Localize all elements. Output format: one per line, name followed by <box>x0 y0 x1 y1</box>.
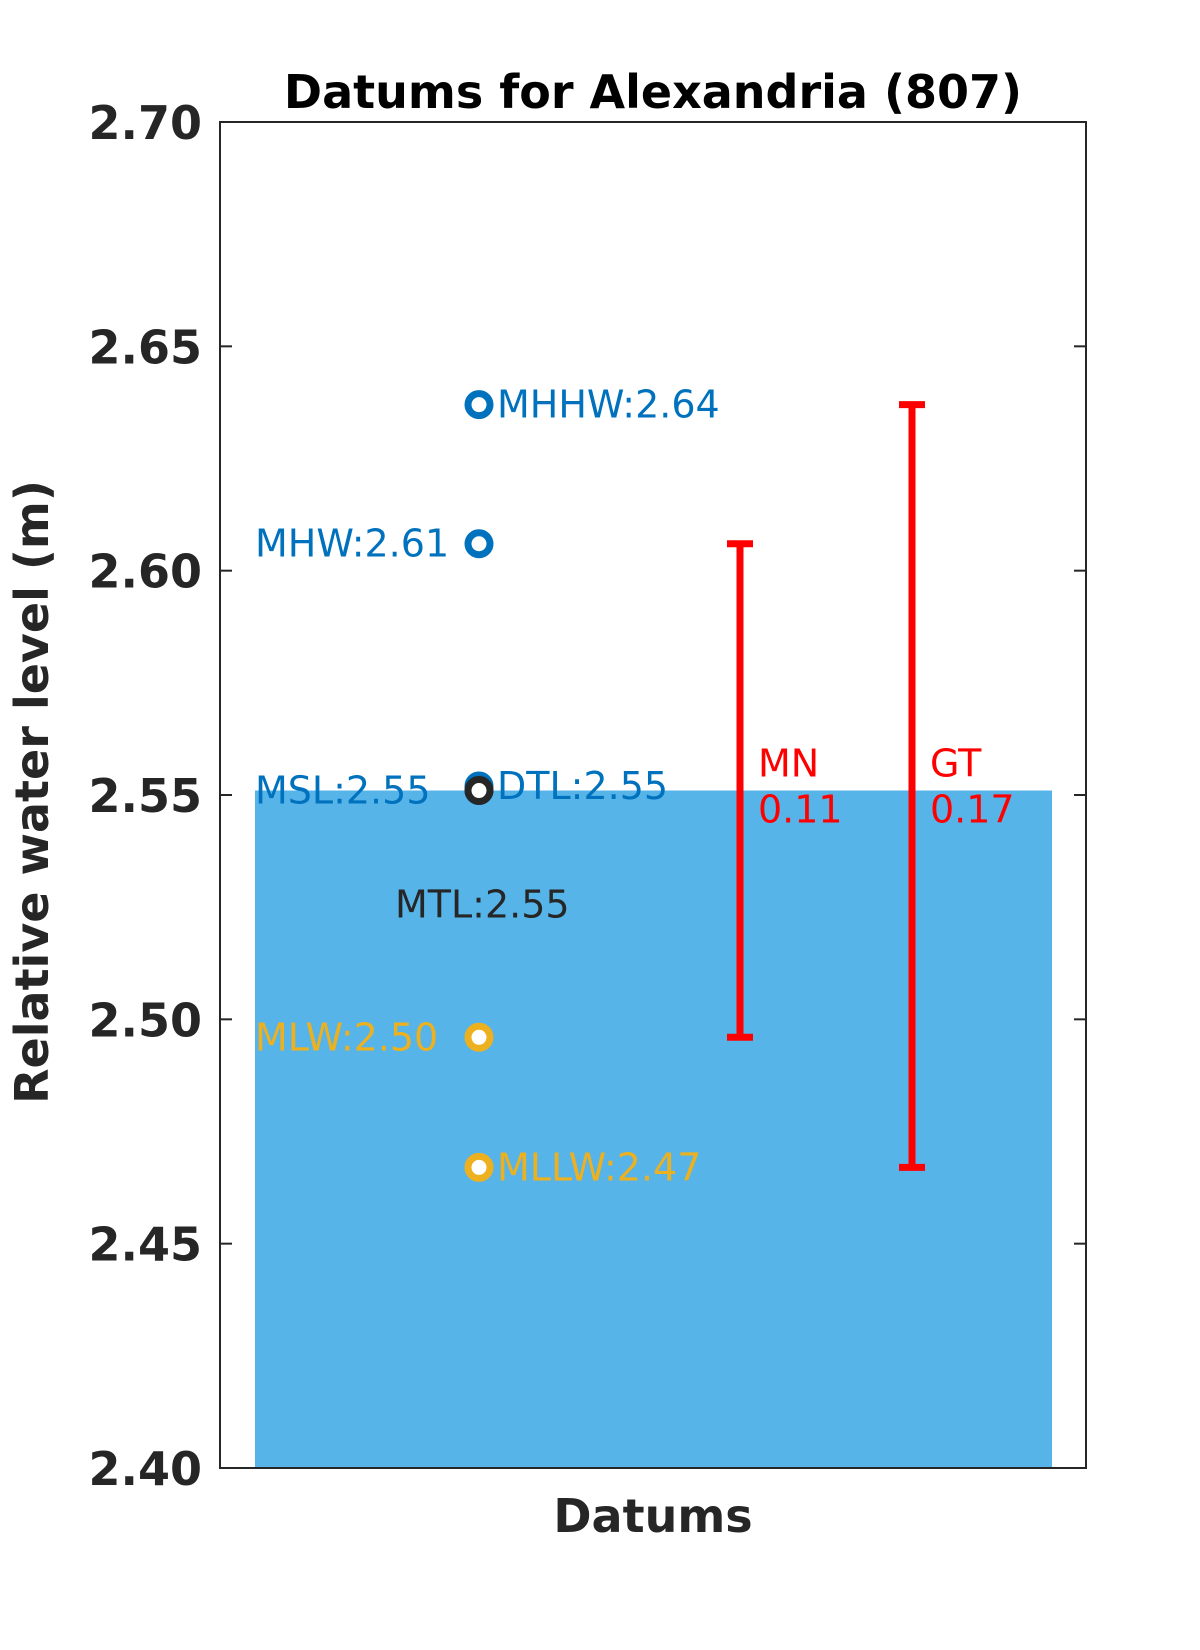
mllw-label: MLLW:2.47 <box>497 1145 701 1189</box>
y-tick-label: 2.60 <box>89 545 203 599</box>
mhw-marker <box>464 529 494 559</box>
mlw-label: MLW:2.50 <box>255 1015 438 1059</box>
y-tick-label: 2.65 <box>89 320 203 374</box>
y-tick-label: 2.40 <box>89 1442 203 1496</box>
mhhw-label: MHHW:2.64 <box>497 383 720 427</box>
y-tick-label: 2.55 <box>89 769 203 823</box>
gt-range-name: GT <box>930 742 982 786</box>
mtl-marker <box>464 776 494 806</box>
x-axis-label: Datums <box>553 1489 752 1543</box>
y-tick-label: 2.70 <box>89 96 203 150</box>
y-tick-label: 2.50 <box>89 993 203 1047</box>
plot-area: 2.40 2.45 2.50 2.55 2.60 2.65 2.70 MN0.11 GT0.17… <box>89 96 1087 1496</box>
water-level-bar <box>255 790 1052 1468</box>
mhw-label: MHW:2.61 <box>255 522 449 566</box>
mtl-label: MTL:2.55 <box>395 883 570 927</box>
chart-title: Datums for Alexandria (807) <box>284 65 1022 119</box>
dtl-label: DTL:2.55 <box>497 764 668 808</box>
mhhw-marker <box>464 390 494 420</box>
y-axis-label: Relative water level (m) <box>5 480 59 1104</box>
mllw-marker <box>464 1152 494 1182</box>
y-tick-label: 2.45 <box>89 1218 203 1272</box>
mn-range-value: 0.11 <box>758 788 843 832</box>
gt-range-value: 0.17 <box>930 788 1015 832</box>
mn-range-name: MN <box>758 742 819 786</box>
mlw-marker <box>464 1022 494 1052</box>
msl-label: MSL:2.55 <box>255 769 431 813</box>
